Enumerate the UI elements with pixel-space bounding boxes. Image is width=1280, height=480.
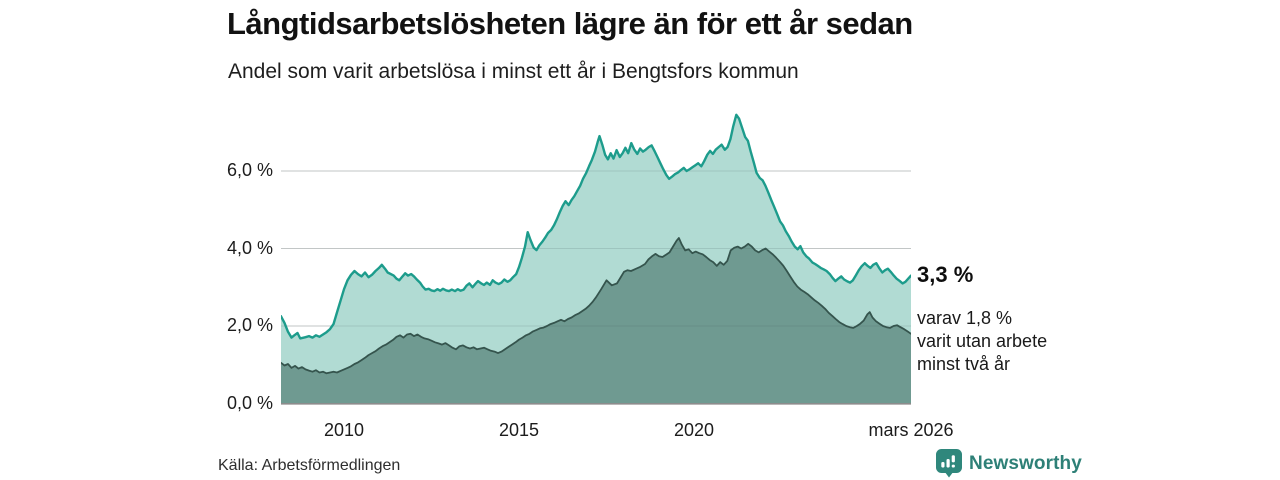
page-subtitle: Andel som varit arbetslösa i minst ett å…: [228, 60, 799, 83]
y-axis-tick-label: 6,0 %: [226, 160, 273, 180]
x-axis-tick-label: 2015: [498, 420, 540, 440]
y-axis-tick-label: 0,0 %: [226, 392, 273, 413]
x-axis-tick-label: mars 2026: [868, 420, 954, 440]
newsworthy-wordmark: Newsworthy: [969, 452, 1082, 474]
chart-plot-area: [281, 113, 911, 405]
end-value-label: 3,3 %: [917, 262, 974, 287]
source-label: Källa: Arbetsförmedlingen: [218, 457, 401, 474]
newsworthy-badge-icon: [936, 449, 962, 478]
x-axis-tick-label: 2010: [323, 420, 365, 440]
newsworthy-logo: Newsworthy: [936, 449, 1082, 478]
page-title: Långtidsarbetslösheten lägre än för ett …: [227, 6, 913, 41]
y-axis-tick-label: 4,0 %: [226, 237, 273, 258]
x-axis-tick-label: 2020: [673, 420, 715, 440]
end-breakdown-label: varav 1,8 % varit utan arbete minst två …: [917, 308, 1048, 374]
y-axis-tick-label: 2,0 %: [226, 315, 273, 335]
